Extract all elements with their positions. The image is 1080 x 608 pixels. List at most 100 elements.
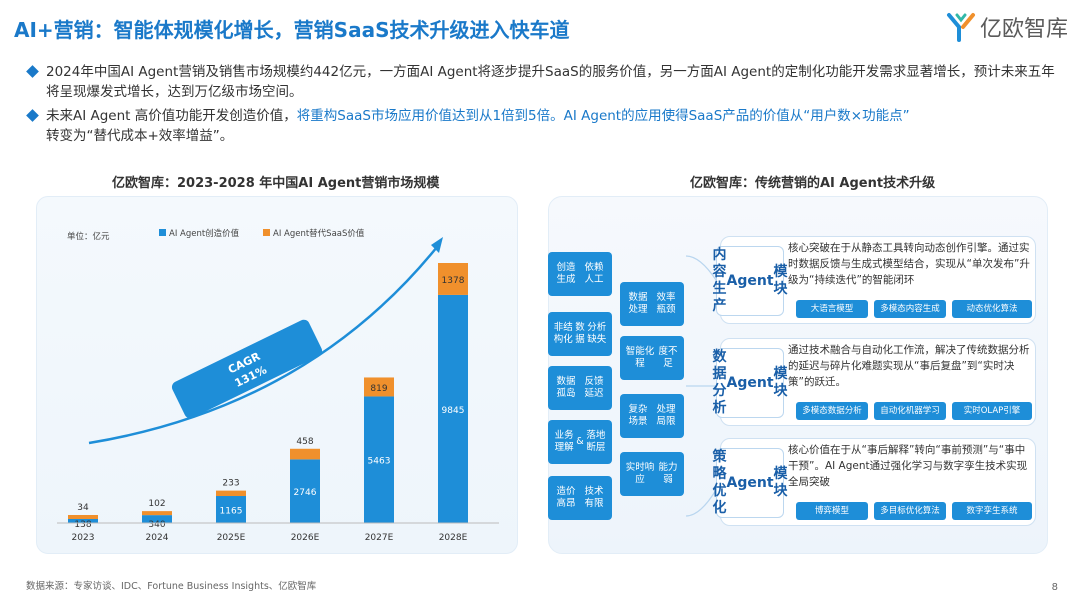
bullet-2-highlight: 将重构SaaS市场应用价值达到从1倍到5倍。AI Agent的应用使得SaaS产…	[296, 108, 910, 124]
label-orange-2023: 34	[77, 503, 89, 513]
pain-point-mid-4-line: 实时响应	[625, 462, 655, 485]
tick-label-2027E: 2027E	[365, 533, 394, 543]
unit-label: 单位：亿元	[67, 231, 110, 242]
label-blue-2025E: 1165	[220, 507, 243, 517]
module-name-2: 数据分析 Agent 模块	[712, 348, 788, 418]
label-blue-2026E: 2746	[294, 488, 317, 498]
market-size-chart: 单位：亿元 AI Agent创造价值 AI Agent替代SaaS价值 CAGR131…	[57, 228, 499, 543]
brand-logo: 亿欧智库	[944, 10, 1068, 44]
module-3-tag-2: 多目标优化算法	[874, 502, 946, 520]
bar-blue-2023	[68, 519, 98, 523]
label-blue-2027E: 5463	[368, 457, 391, 467]
tick-label-2028E: 2028E	[439, 533, 468, 543]
chart-panel: 单位：亿元 AI Agent创造价值 AI Agent替代SaaS价值 CAGR 131…	[36, 196, 518, 554]
pain-point-left-1-line: 依赖人工	[584, 262, 604, 285]
pain-point-left-4-line: 业务理解	[554, 430, 574, 453]
diamond-bullet-icon	[26, 65, 39, 78]
module-name-line: Agent	[726, 272, 774, 289]
pain-point-mid-2-line: 度不足	[658, 346, 678, 369]
pain-point-mid-3-line: 处理局限	[656, 404, 676, 427]
bullet-1-text: 2024年中国AI Agent营销及销售市场规模约442亿元，一方面AI Age…	[46, 64, 1055, 100]
module-name-line: 模块	[773, 366, 788, 399]
pain-point-left-4-line: &	[576, 436, 584, 447]
summary-bullets: 2024年中国AI Agent营销及销售市场规模约442亿元，一方面AI Age…	[26, 62, 1056, 150]
label-orange-2026E: 458	[296, 437, 313, 447]
pain-point-left-5: 造价高昂 技术有限	[548, 476, 612, 520]
legend-swatch-1	[263, 229, 270, 236]
module-2-tag-1: 多模态数据分析	[796, 402, 868, 420]
cagr-banner-bg	[171, 319, 323, 419]
pain-point-mid-1-line: 效率瓶颈	[656, 292, 676, 315]
label-orange-2024: 102	[148, 499, 165, 509]
pain-point-mid-2-line: 智能化程	[625, 346, 655, 369]
growth-arrow	[88, 246, 438, 445]
bar-blue-2024	[142, 515, 172, 523]
module-3-tag-3: 数字孪生系统	[952, 502, 1032, 520]
growth-arrow-head	[431, 237, 443, 253]
pain-point-left-1: 创造生成 依赖人工	[548, 252, 612, 296]
bar-blue-2026E	[290, 459, 320, 523]
module-name-1: 内容生产 Agent 模块	[712, 246, 788, 316]
module-1-tag-2: 多模态内容生成	[874, 300, 946, 318]
bar-blue-2027E	[364, 396, 394, 523]
module-desc-3: 核心价值在于从“事后解释”转向“事前预测”与“事中干预”。AI Agent通过强…	[788, 444, 1028, 488]
chart-title: 亿欧智库：2023-2028 年中国AI Agent营销市场规模	[112, 176, 440, 191]
bullet-2-text-a: 未来AI Agent 高价值功能开发创造价值，	[46, 108, 297, 124]
module-desc-1: 核心突破在于从静态工具转向动态创作引擎。通过实时数据反馈与生成式模型结合，实现从…	[788, 242, 1030, 286]
module-3-tag-1: 博弈模型	[796, 502, 868, 520]
legend-swatch-0	[159, 229, 166, 236]
pain-point-left-1-line: 创造生成	[556, 262, 576, 285]
module-2-tag-3: 实时OLAP引擎	[952, 402, 1032, 420]
module-2-tag-2: 自动化机器学习	[874, 402, 946, 420]
brand-name: 亿欧智库	[979, 17, 1068, 42]
bar-orange-2028E	[438, 263, 468, 295]
bullet-2: 未来AI Agent 高价值功能开发创造价值，将重构SaaS市场应用价值达到从1…	[26, 106, 1056, 146]
bar-orange-2025E	[216, 490, 246, 497]
bar-orange-2026E	[290, 448, 320, 460]
legend-label-1: AI Agent替代SaaS价值	[273, 228, 365, 239]
pain-point-left-5-line: 造价高昂	[556, 486, 576, 509]
pain-point-left-3-line: 数据孤岛	[556, 376, 576, 399]
pain-point-mid-3: 复杂场景 处理局限	[620, 394, 684, 438]
tick-label-2026E: 2026E	[291, 533, 320, 543]
tick-label-2025E: 2025E	[217, 533, 246, 543]
label-orange-2025E: 233	[222, 479, 239, 489]
tick-label-2024: 2024	[146, 533, 169, 543]
brand-logo-icon	[946, 13, 975, 42]
module-name-3: 策略优化 Agent 模块	[712, 448, 788, 518]
bar-orange-2023	[68, 515, 98, 519]
label-orange-2027E: 819	[370, 384, 387, 394]
pain-point-mid-4: 实时响应 能力弱	[620, 452, 684, 496]
pain-point-mid-1: 数据处理 效率瓶颈	[620, 282, 684, 326]
pain-point-left-2-line: 数据	[575, 322, 585, 345]
label-blue-2024: 340	[148, 520, 165, 530]
module-1-tag-3: 动态优化算法	[952, 300, 1032, 318]
module-name-line: Agent	[726, 374, 774, 391]
module-name-line: 模块	[773, 466, 788, 499]
label-orange-2028E: 1378	[442, 276, 465, 286]
diagram-title: 亿欧智库：传统营销的AI Agent技术升级	[690, 176, 936, 191]
module-name-line: 策略优化	[712, 449, 727, 516]
pain-point-mid-4-line: 能力弱	[658, 462, 678, 485]
bullet-1: 2024年中国AI Agent营销及销售市场规模约442亿元，一方面AI Age…	[26, 62, 1056, 102]
pain-point-mid-1-line: 数据处理	[628, 292, 648, 315]
pain-point-left-3-line: 反馈延迟	[584, 376, 604, 399]
page-number: 8	[1051, 582, 1058, 593]
module-name-line: 模块	[773, 264, 788, 297]
bar-blue-2028E	[438, 294, 468, 523]
bar-blue-2025E	[216, 496, 246, 523]
module-name-line: 数据分析	[712, 349, 727, 416]
pain-point-left-5-line: 技术有限	[584, 486, 604, 509]
data-source: 数据来源：专家访谈、IDC、Fortune Business Insights、…	[26, 581, 317, 592]
pain-point-left-4: 业务理解 & 落地断层	[548, 420, 612, 464]
bullet-2-text-b: 转变为“替代成本+效率增益”。	[46, 128, 234, 144]
label-blue-2028E: 9845	[442, 406, 465, 416]
pain-point-left-3: 数据孤岛 反馈延迟	[548, 366, 612, 410]
pain-point-mid-3-line: 复杂场景	[628, 404, 648, 427]
module-name-line: 内容生产	[712, 247, 727, 314]
module-desc-2: 通过技术融合与自动化工作流，解决了传统数据分析的延迟与碎片化难题实现从“事后复盘…	[788, 344, 1030, 388]
module-name-line: Agent	[726, 474, 774, 491]
pain-point-left-2-line: 非结构化	[553, 322, 573, 345]
bar-orange-2024	[142, 511, 172, 516]
